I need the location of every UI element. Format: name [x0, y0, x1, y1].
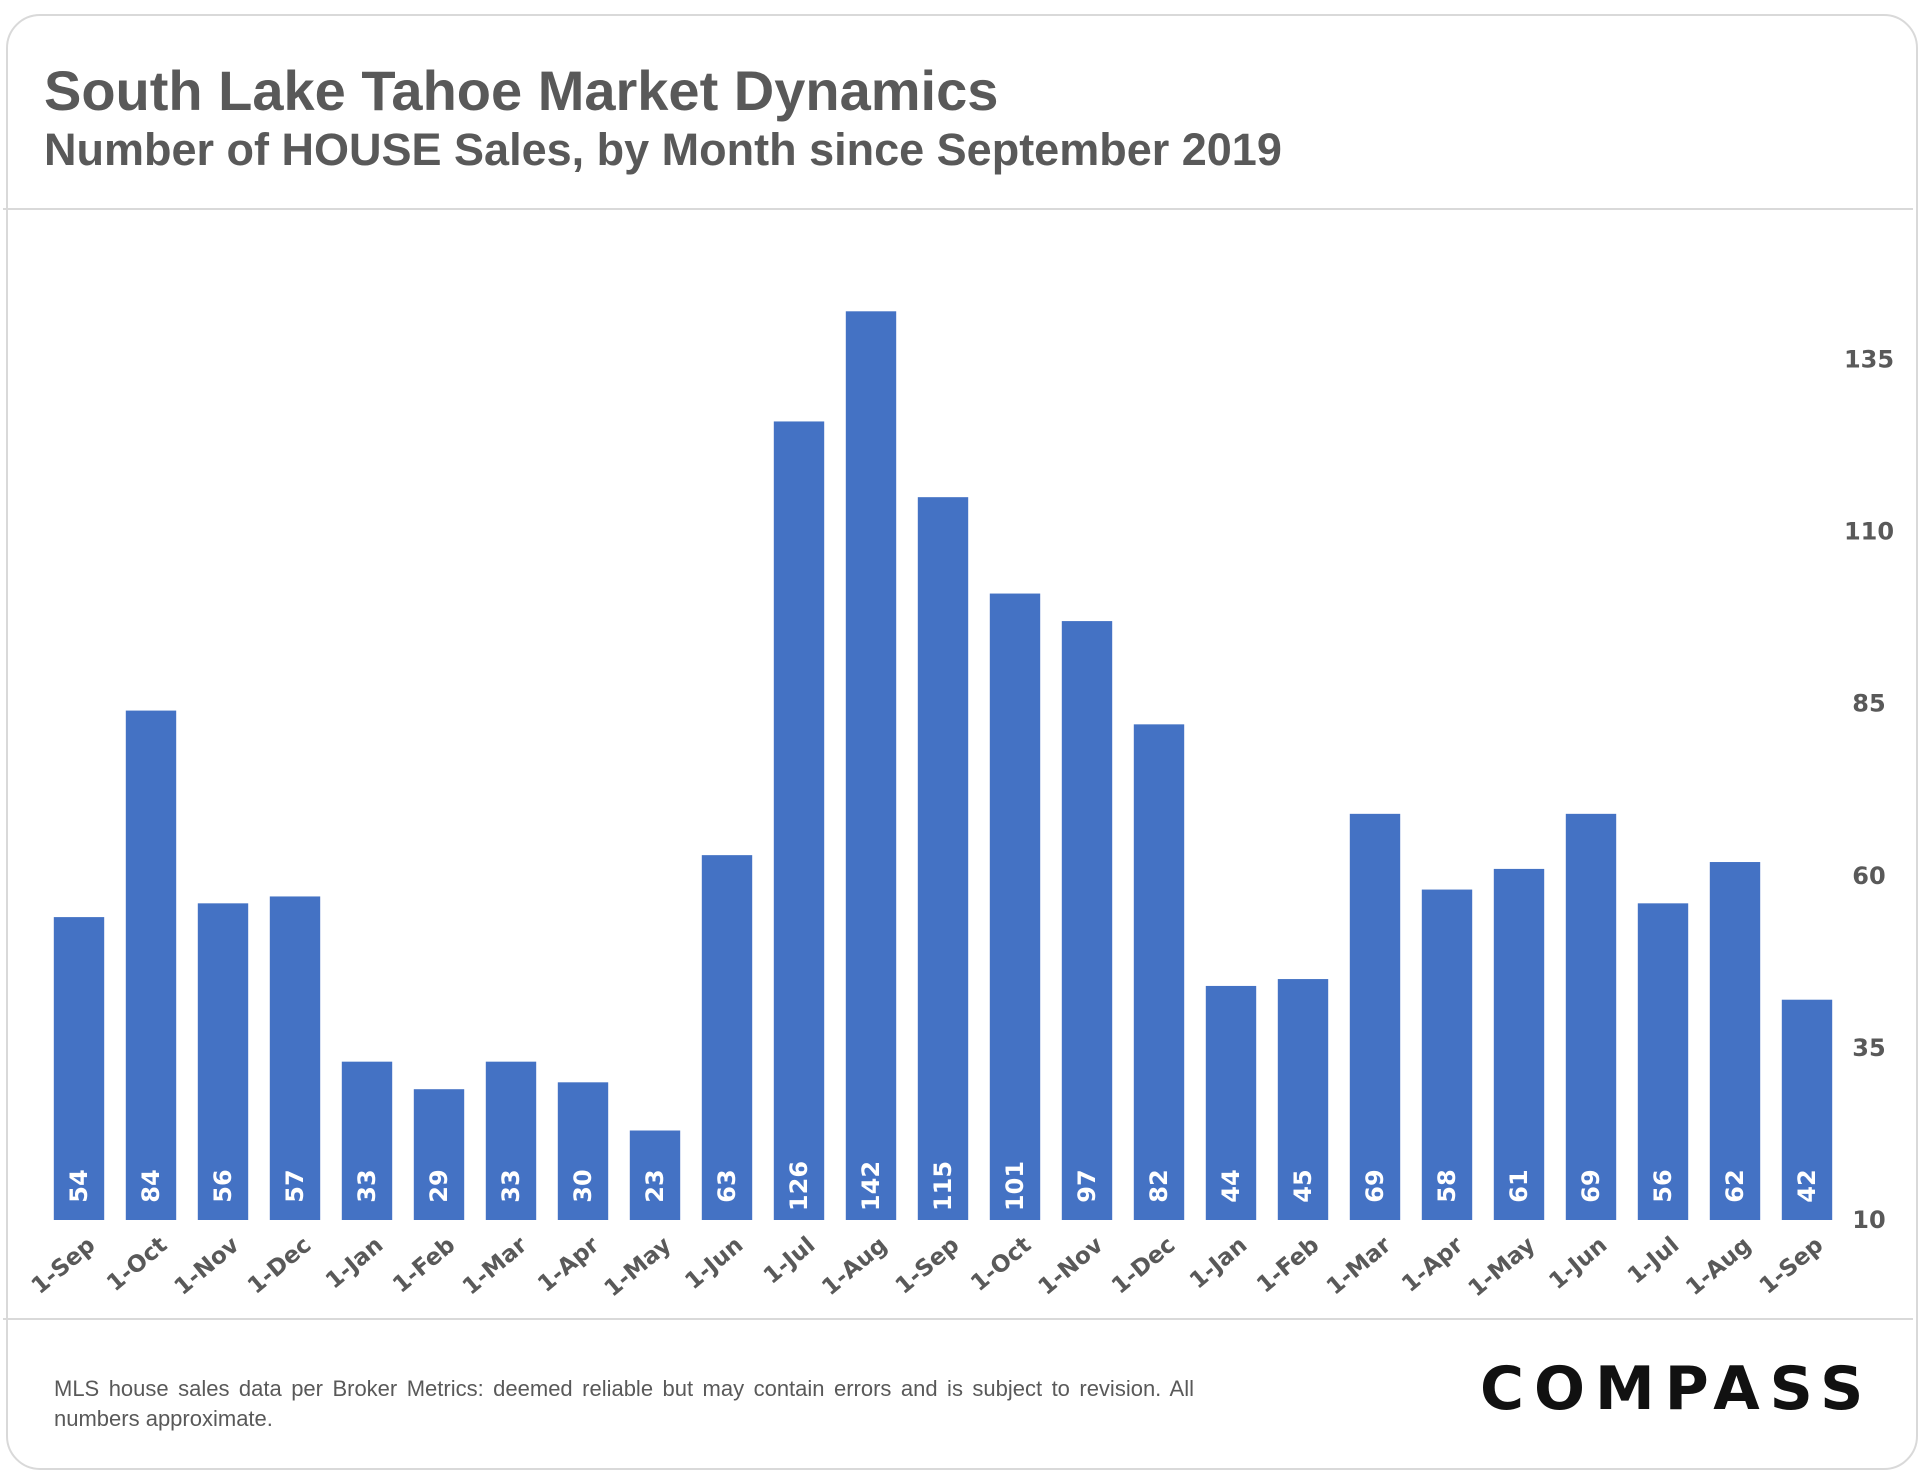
bar-value-label: 126 — [785, 1161, 813, 1211]
y-tick-label: 10 — [1852, 1206, 1885, 1234]
bar-value-label: 61 — [1505, 1169, 1533, 1202]
bar-18 — [1277, 979, 1329, 1220]
bar-value-label: 30 — [569, 1169, 597, 1202]
bar-value-label: 54 — [65, 1169, 93, 1202]
bar-14 — [989, 593, 1041, 1220]
x-tick-label: 1-Mar — [458, 1232, 533, 1301]
bar-10 — [701, 855, 753, 1220]
chart-subtitle: Number of HOUSE Sales, by Month since Se… — [44, 124, 1282, 175]
x-tick-label: 1-Feb — [1252, 1232, 1324, 1298]
x-tick-label: 1-Sep — [27, 1232, 101, 1300]
bar-7 — [485, 1061, 537, 1220]
bar-21 — [1493, 868, 1545, 1220]
bar-12 — [845, 311, 897, 1221]
x-tick-label: 1-Nov — [170, 1232, 245, 1301]
bar-value-label: 101 — [1001, 1161, 1029, 1211]
bar-value-label: 82 — [1145, 1169, 1173, 1202]
x-tick-label: 1-Aug — [1681, 1232, 1756, 1301]
bar-15 — [1061, 621, 1113, 1220]
bar-9 — [629, 1130, 681, 1220]
bar-value-label: 57 — [281, 1169, 309, 1202]
bar-value-label: 45 — [1289, 1169, 1317, 1202]
bar-value-label: 58 — [1433, 1169, 1461, 1202]
x-tick-label: 1-Oct — [102, 1232, 172, 1297]
bar-4 — [269, 896, 321, 1220]
footnote: MLS house sales data per Broker Metrics:… — [54, 1376, 1194, 1431]
x-tick-label: 1-Oct — [966, 1232, 1036, 1297]
bar-17 — [1205, 985, 1257, 1220]
x-tick-label: 1-Nov — [1034, 1232, 1109, 1301]
bar-23 — [1637, 903, 1689, 1220]
y-tick-label: 60 — [1852, 862, 1885, 890]
bar-value-label: 33 — [497, 1169, 525, 1202]
bar-3 — [197, 903, 249, 1220]
x-tick-label: 1-Sep — [891, 1232, 965, 1300]
bar-value-label: 62 — [1721, 1169, 1749, 1202]
x-tick-label: 1-Apr — [1397, 1232, 1469, 1298]
bar-value-label: 33 — [353, 1169, 381, 1202]
bar-19 — [1349, 813, 1401, 1220]
x-tick-label: 1-Apr — [533, 1232, 605, 1298]
bar-16 — [1133, 724, 1185, 1220]
bar-value-label: 69 — [1361, 1169, 1389, 1202]
bar-value-label: 56 — [209, 1169, 237, 1202]
chart-title: South Lake Tahoe Market Dynamics — [44, 59, 999, 122]
x-tick-label: 1-Dec — [243, 1232, 316, 1299]
bar-value-label: 142 — [857, 1161, 885, 1211]
x-tick-label: 1-May — [1464, 1232, 1541, 1302]
bar-value-label: 29 — [425, 1169, 453, 1202]
x-tick-label: 1-Jan — [1185, 1232, 1252, 1294]
x-tick-label: 1-Aug — [817, 1232, 892, 1301]
bar-13 — [917, 497, 969, 1220]
bar-value-label: 84 — [137, 1169, 165, 1202]
bar-value-label: 42 — [1793, 1169, 1821, 1202]
bar-8 — [557, 1082, 609, 1220]
bar-20 — [1421, 889, 1473, 1220]
y-tick-label: 110 — [1844, 518, 1894, 546]
x-tick-label: 1-Jun — [1544, 1232, 1612, 1295]
y-tick-label: 35 — [1852, 1034, 1885, 1062]
bar-value-label: 44 — [1217, 1169, 1245, 1202]
bar-24 — [1709, 862, 1761, 1220]
bar-value-label: 23 — [641, 1169, 669, 1202]
x-tick-label: 1-Mar — [1322, 1232, 1397, 1301]
bar-11 — [773, 421, 825, 1220]
bar-6 — [413, 1089, 465, 1220]
x-tick-label: 1-Sep — [1755, 1232, 1829, 1300]
y-tick-label: 135 — [1844, 345, 1894, 373]
bar-22 — [1565, 813, 1617, 1220]
plot-area: 54 1-Sep 84 1-Oct 56 1-Nov 57 1-Dec 33 1-Jan 29 1-F… — [3, 208, 1913, 1320]
bar-5 — [341, 1061, 393, 1220]
bar-value-label: 56 — [1649, 1169, 1677, 1202]
bar-value-label: 115 — [929, 1161, 957, 1211]
x-tick-label: 1-Jun — [680, 1232, 748, 1295]
bar-2 — [125, 710, 177, 1220]
x-tick-label: 1-Jul — [759, 1232, 820, 1289]
bar-1 — [53, 917, 105, 1220]
bar-chart: 54 1-Sep 84 1-Oct 56 1-Nov 57 1-Dec 33 1-Jan 29 1-F… — [27, 311, 1894, 1302]
bar-value-label: 69 — [1577, 1169, 1605, 1202]
bar-value-label: 63 — [713, 1169, 741, 1202]
x-tick-label: 1-Jan — [321, 1232, 388, 1294]
x-tick-label: 1-May — [600, 1232, 677, 1302]
x-tick-label: 1-Dec — [1107, 1232, 1180, 1299]
bar-value-label: 97 — [1073, 1169, 1101, 1202]
x-tick-label: 1-Feb — [388, 1232, 460, 1298]
y-tick-label: 85 — [1852, 690, 1885, 718]
compass-logo: COMPASS — [1480, 1354, 1874, 1424]
x-tick-label: 1-Jul — [1623, 1232, 1684, 1289]
bar-25 — [1781, 999, 1833, 1220]
